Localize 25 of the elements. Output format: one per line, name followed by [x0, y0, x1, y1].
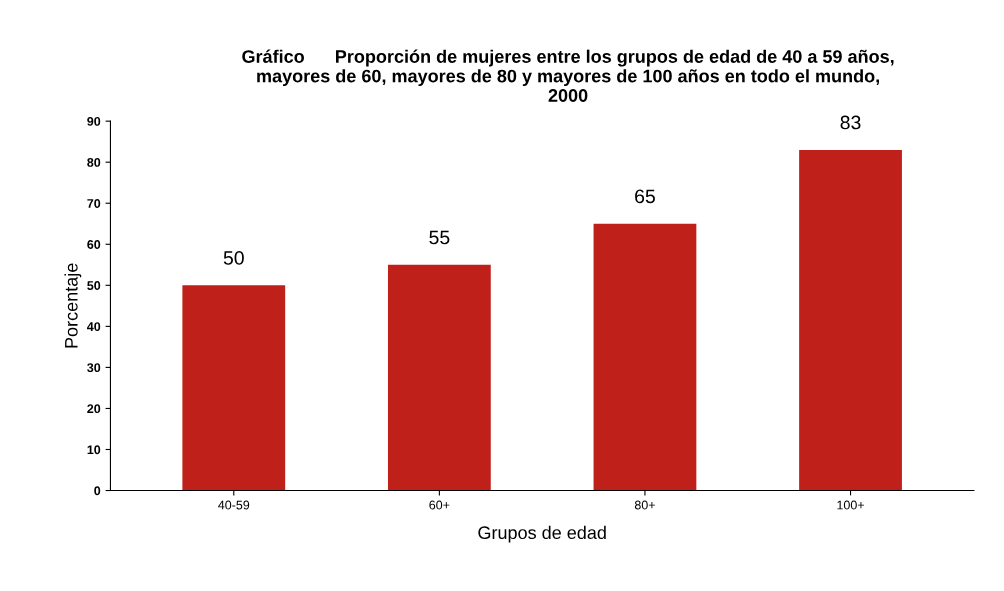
x-axis-title: Grupos de edad: [478, 525, 606, 543]
data-label: 65: [635, 189, 655, 204]
y-tick-label: 60: [87, 240, 101, 249]
y-tick-label: 0: [94, 486, 101, 496]
y-axis-title: Porcentaje: [64, 263, 82, 348]
y-tick-label: 40: [87, 322, 101, 332]
y-tick-label: 90: [87, 116, 101, 126]
y-tick-label: 20: [87, 404, 101, 414]
bar: [387, 264, 491, 491]
x-tick-label: 80+: [634, 500, 655, 510]
data-label: 83: [840, 115, 861, 130]
bar: [799, 149, 902, 491]
y-tick-label: 30: [87, 363, 101, 373]
y-tick-label: 70: [87, 199, 101, 208]
x-tick-label: 40-59: [218, 500, 250, 510]
y-tick-label: 10: [87, 445, 101, 455]
x-tick-label: 60+: [429, 500, 450, 510]
bar: [182, 285, 286, 491]
data-label: 55: [429, 230, 450, 245]
x-tick-label: 100+: [837, 500, 864, 510]
bar: [593, 223, 697, 491]
data-label: 50: [223, 251, 244, 265]
y-tick-label: 50: [87, 281, 101, 290]
chart-title: Gráfico Proporción de mujeres entre los grupos de edad de 40 a 59 años, mayores de 60, mayores de 80 y mayores de 100 años en todo el mundo, 2000: [242, 49, 894, 102]
y-tick-label: 80: [87, 158, 101, 167]
